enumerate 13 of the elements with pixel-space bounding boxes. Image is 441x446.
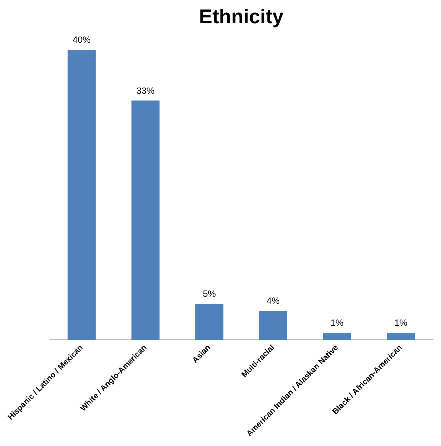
bar	[323, 332, 352, 340]
bar	[132, 100, 160, 340]
chart-title: Ethnicity	[199, 6, 285, 29]
data-label: 4%	[266, 296, 280, 306]
data-label: 1%	[330, 318, 344, 328]
data-label: 40%	[72, 34, 91, 45]
bar	[259, 311, 288, 340]
bar	[68, 50, 96, 340]
data-label: 33%	[136, 86, 155, 96]
data-label: 5%	[203, 288, 216, 299]
data-label: 1%	[394, 318, 408, 328]
bar	[196, 304, 224, 340]
bar	[387, 332, 416, 340]
